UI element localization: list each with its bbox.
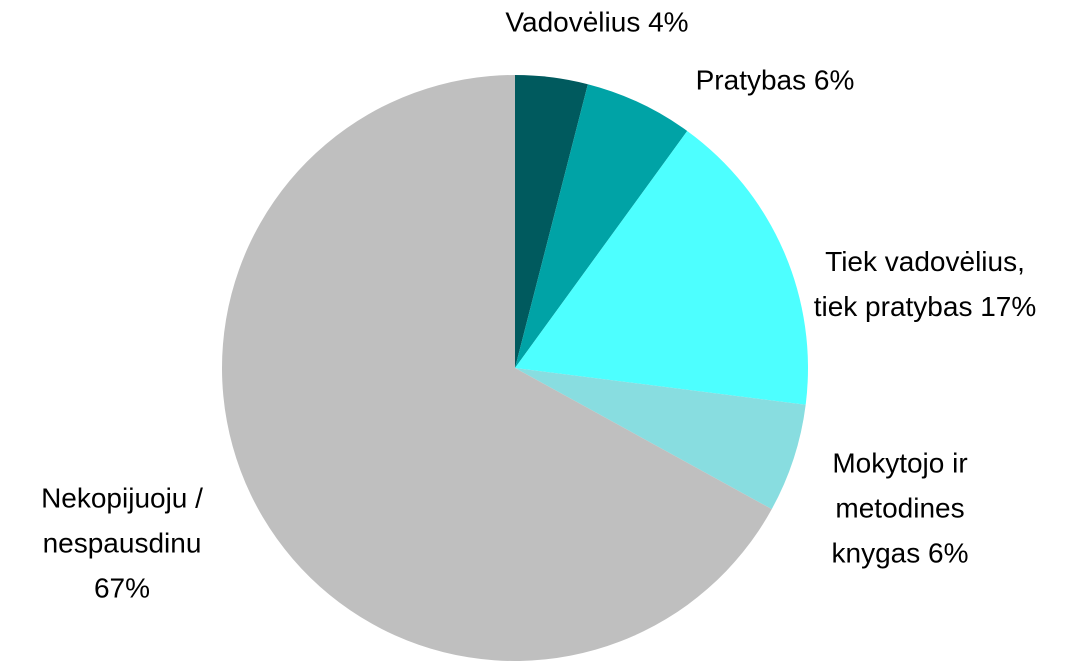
category-label: Vadovėlius (505, 6, 641, 38)
pie-slice (515, 75, 588, 368)
category-label: Tiek vadovėlius, tiek pratybas (813, 246, 1025, 322)
value-label: 6% (813, 64, 855, 96)
slice-label: Vadovėlius 4% (447, 0, 747, 45)
category-label: Pratybas (695, 64, 807, 96)
pie-slice (515, 130, 809, 405)
value-label: 67% (93, 572, 151, 604)
pie-slice (515, 84, 688, 368)
pie-slice (515, 368, 806, 510)
pie-slice (221, 75, 772, 661)
slice-label: Nekopijuoju / nespausdinu 67% (15, 476, 230, 611)
value-label: 17% (980, 291, 1037, 322)
slice-label: Mokytojo ir metodines knygas 6% (808, 441, 993, 576)
category-label: Nekopijuoju / nespausdinu (41, 482, 203, 559)
category-label: Mokytojo ir metodines knygas (831, 447, 968, 569)
value-label: 6% (928, 537, 969, 569)
value-label: 4% (648, 6, 689, 38)
slice-label: Tiek vadovėlius, tiek pratybas 17% (805, 239, 1045, 329)
slice-label: Pratybas 6% (625, 58, 925, 103)
